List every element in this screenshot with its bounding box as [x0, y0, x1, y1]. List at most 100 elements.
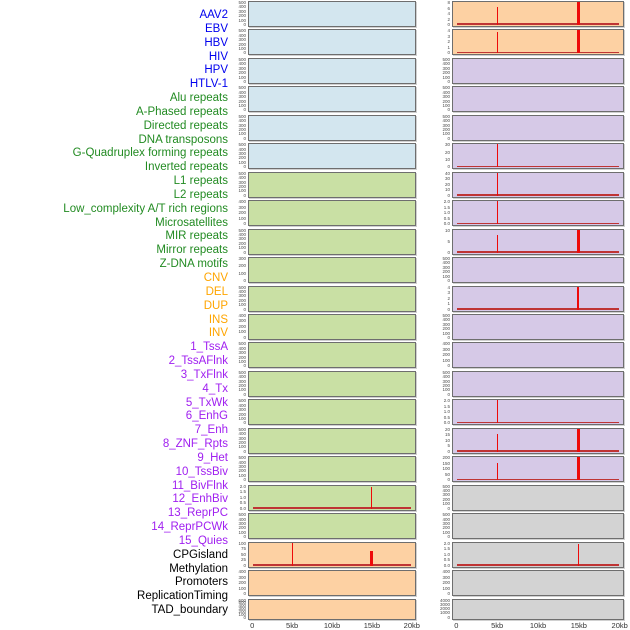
- y-tick-label: 0.5: [443, 414, 450, 420]
- y-tick-label: 50: [240, 551, 246, 557]
- feature-label-microsatellites: Microsatellites: [155, 216, 228, 229]
- y-tick-label: 400: [238, 61, 246, 67]
- y-tick-label: 150: [442, 460, 450, 466]
- y-tick-label: 4: [447, 284, 450, 290]
- density-spike-5kb: [496, 400, 499, 424]
- feature-label-cnv: CNV: [203, 272, 228, 284]
- panel-7-enh: [452, 228, 624, 255]
- density-spike-5kb: [496, 434, 499, 452]
- density-spike-15kb: [577, 543, 580, 566]
- y-tick-label: 100: [442, 273, 450, 279]
- density-baseline: [457, 251, 619, 253]
- y-tick-label: 0.0: [443, 562, 450, 568]
- feature-label-15-quies: 15_Quies: [178, 534, 228, 547]
- y-tick-label: 600: [238, 597, 246, 603]
- y-tick-label: 0: [243, 22, 246, 27]
- y-tick-label: 0: [243, 78, 246, 84]
- y-tick-label: 200: [238, 383, 246, 389]
- y-tick-label: 200: [238, 468, 246, 474]
- y-tick-label: 100: [442, 74, 450, 80]
- panel-11-bivflnk: [452, 342, 624, 369]
- y-tick-label: 0: [243, 334, 246, 340]
- density-baseline: [253, 507, 411, 509]
- panel-hpv: [248, 114, 416, 141]
- y-tick-label: 25: [240, 557, 246, 563]
- y-tick-label: 1.5: [443, 204, 450, 210]
- y-tick-label: 200: [238, 98, 246, 104]
- y-tick-label: 4000: [439, 597, 450, 603]
- y-tick-label: 300: [238, 204, 246, 210]
- panel-mir-repeats: [248, 456, 416, 483]
- y-tick-label: 200: [238, 525, 246, 531]
- panel-directed-repeats: [248, 228, 416, 255]
- x-axis-label-5kb: 5kb: [491, 620, 504, 630]
- y-tick-label: 200: [238, 13, 246, 19]
- y-tick-label: 100: [238, 74, 246, 80]
- y-tick-label: 20: [444, 426, 450, 432]
- y-tick-label: 500: [442, 256, 450, 262]
- y-tick-label: 400: [442, 89, 450, 95]
- y-tick-label: 0: [447, 164, 450, 170]
- y-tick-label: 400: [238, 146, 246, 152]
- y-tick-label: 50: [444, 471, 450, 477]
- feature-label-l1-repeats: L1 repeats: [173, 175, 228, 188]
- y-tick-label: 400: [238, 459, 246, 465]
- y-tick-label: 300: [238, 464, 246, 469]
- y-tick-label: 100: [238, 102, 246, 108]
- y-tick-label: 100: [442, 466, 450, 472]
- feature-label-10-tssbiv: 10_TssBiv: [175, 465, 228, 478]
- density-baseline: [253, 563, 411, 566]
- feature-label-5-txwk: 5_TxWk: [185, 396, 228, 409]
- y-tick-label: 400: [442, 317, 450, 323]
- feature-label-alu-repeats: Alu repeats: [169, 92, 228, 105]
- feature-label-aav2: AAV2: [199, 9, 228, 22]
- y-tick-label: 300: [238, 435, 246, 441]
- y-tick-label: 0: [447, 249, 450, 255]
- panel-6-enhg: [452, 200, 624, 227]
- feature-label-hpv: HPV: [204, 64, 228, 77]
- panel-2-tssaflnk: [452, 86, 624, 113]
- y-tick-label: 0: [447, 363, 450, 369]
- density-spike-5kb: [496, 201, 499, 225]
- feature-label-2-tssaflnk: 2_TssAFlnk: [168, 355, 228, 368]
- y-tick-label: 500: [238, 28, 246, 34]
- y-tick-label: 500: [238, 369, 246, 375]
- panel-htlv-1: [248, 143, 416, 170]
- y-tick-label: 5: [447, 443, 450, 449]
- feature-label-mirror-repeats: Mirror repeats: [156, 244, 228, 257]
- y-tick-label: 5: [447, 238, 450, 244]
- y-tick-label: 200: [442, 580, 450, 585]
- y-tick-label: 100: [238, 188, 246, 194]
- y-tick-label: 10: [444, 437, 450, 443]
- y-tick-label: 500: [238, 341, 246, 347]
- y-tick-label: 500: [238, 56, 246, 62]
- y-tick-label: 300: [238, 520, 246, 526]
- y-tick-label: 400: [442, 118, 450, 124]
- y-tick-label: 100: [238, 131, 246, 137]
- y-tick-label: 300: [238, 151, 246, 157]
- y-tick-label: 20: [444, 149, 450, 155]
- x-axis-label-5kb: 5kb: [286, 620, 299, 630]
- y-tick-label: 0.5: [443, 215, 450, 221]
- density-baseline: [457, 51, 619, 54]
- panel-10-tssbiv: [452, 313, 624, 340]
- y-tick-label: 0: [243, 391, 246, 397]
- y-tick-label: 100: [238, 46, 246, 52]
- y-tick-label: 200: [238, 411, 246, 417]
- y-tick-label: 100: [238, 159, 246, 165]
- panel-hiv: [248, 86, 416, 113]
- y-tick-label: 200: [238, 439, 246, 445]
- y-tick-label: 1: [447, 44, 450, 50]
- y-tick-label: 0: [447, 306, 450, 312]
- y-tick-label: 0.0: [443, 420, 450, 426]
- y-tick-label: 400: [442, 61, 450, 67]
- density-spike-5kb: [291, 542, 294, 566]
- y-tick-label: 0: [243, 221, 246, 227]
- density-spike-5kb: [496, 462, 499, 481]
- y-tick-label: 500: [238, 227, 246, 233]
- y-tick-label: 400: [238, 516, 246, 522]
- y-tick-label: 300: [238, 574, 246, 580]
- y-tick-label: 100: [442, 102, 450, 108]
- feature-label-replicationtiming: ReplicationTiming: [137, 590, 228, 603]
- panel-g-quadruplex-forming-repeats: [248, 285, 416, 312]
